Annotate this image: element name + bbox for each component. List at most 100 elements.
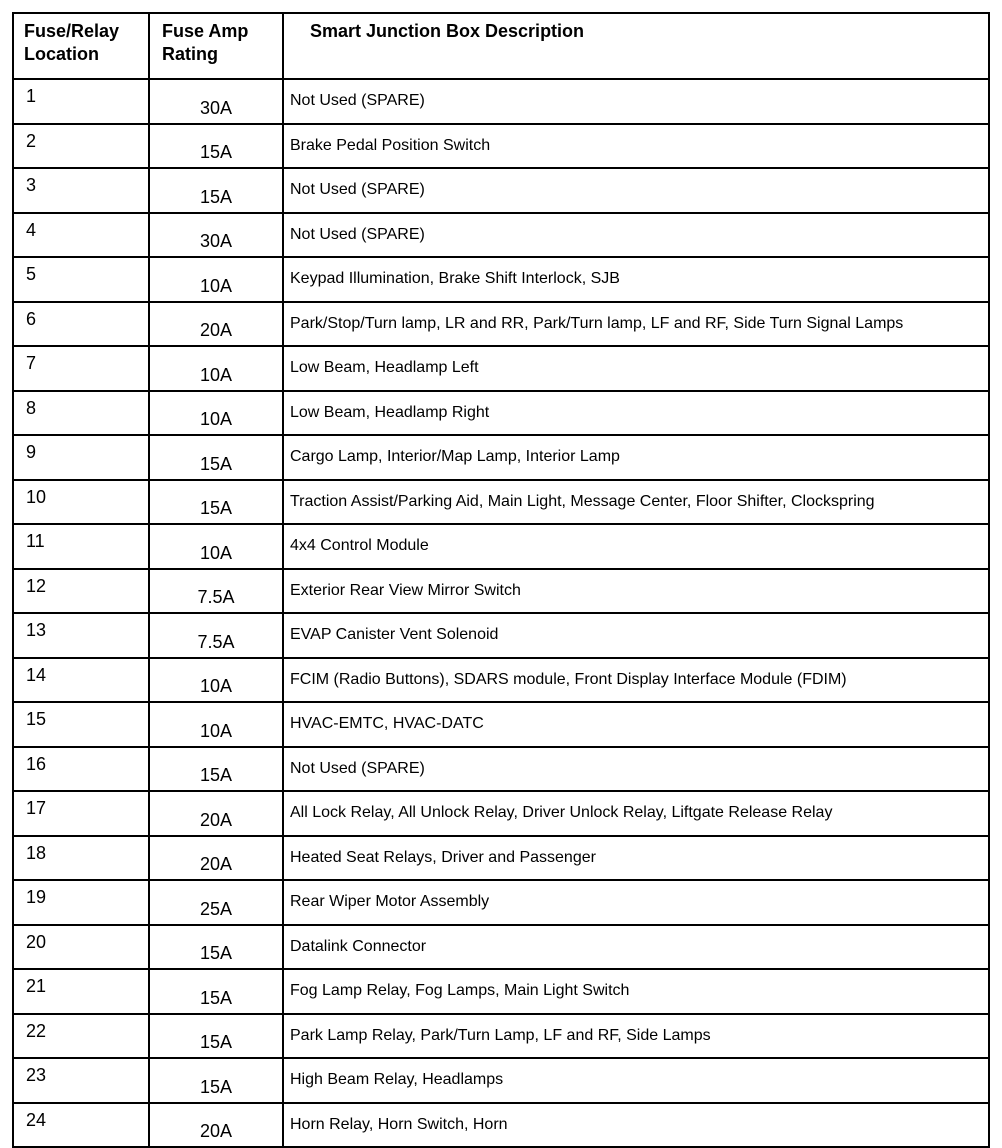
amp-cell: 15A — [148, 923, 284, 970]
location-cell: 21 — [12, 968, 150, 1015]
fuse-table: Fuse/Relay Location Fuse Amp Rating Smar… — [12, 12, 990, 1148]
description-cell: Fog Lamp Relay, Fog Lamps, Main Light Sw… — [282, 968, 990, 1015]
description-cell: Exterior Rear View Mirror Switch — [282, 567, 990, 614]
description-cell: Low Beam, Headlamp Right — [282, 389, 990, 436]
table-row: 11 10A 4x4 Control Module — [12, 523, 990, 570]
table-row: 15 10A HVAC-EMTC, HVAC-DATC — [12, 701, 990, 748]
location-cell: 3 — [12, 167, 150, 214]
location-cell: 9 — [12, 434, 150, 481]
table-row: 7 10A Low Beam, Headlamp Left — [12, 345, 990, 392]
table-row: 2 15A Brake Pedal Position Switch — [12, 122, 990, 169]
table-row: 13 7.5A EVAP Canister Vent Solenoid — [12, 612, 990, 659]
description-cell: All Lock Relay, All Unlock Relay, Driver… — [282, 790, 990, 837]
description-cell: Keypad Illumination, Brake Shift Interlo… — [282, 256, 990, 303]
table-row: 9 15A Cargo Lamp, Interior/Map Lamp, Inter… — [12, 434, 990, 481]
amp-cell: 15A — [148, 745, 284, 792]
location-cell: 11 — [12, 523, 150, 570]
location-cell: 22 — [12, 1012, 150, 1059]
description-cell: 4x4 Control Module — [282, 523, 990, 570]
description-cell: Rear Wiper Motor Assembly — [282, 879, 990, 926]
location-cell: 14 — [12, 656, 150, 703]
description-cell: Not Used (SPARE) — [282, 211, 990, 258]
amp-cell: 15A — [148, 478, 284, 525]
amp-cell: 10A — [148, 656, 284, 703]
amp-cell: 30A — [148, 78, 284, 125]
location-cell: 5 — [12, 256, 150, 303]
location-cell: 6 — [12, 300, 150, 347]
amp-cell: 15A — [148, 434, 284, 481]
header-row: Fuse/Relay Location Fuse Amp Rating Smar… — [12, 12, 990, 80]
table-row: 21 15A Fog Lamp Relay, Fog Lamps, Main Lig… — [12, 968, 990, 1015]
location-cell: 20 — [12, 923, 150, 970]
amp-cell: 20A — [148, 790, 284, 837]
location-cell: 10 — [12, 478, 150, 525]
table-row: 10 15A Traction Assist/Parking Aid, Main L… — [12, 478, 990, 525]
page: {"table": { "headers": ["Fuse/Relay Loca… — [12, 12, 990, 1148]
location-cell: 24 — [12, 1101, 150, 1148]
location-cell: 18 — [12, 834, 150, 881]
location-cell: 13 — [12, 612, 150, 659]
amp-cell: 15A — [148, 167, 284, 214]
table-row: 19 25A Rear Wiper Motor Assembly — [12, 879, 990, 926]
description-cell: Brake Pedal Position Switch — [282, 122, 990, 169]
table-row: 5 10A Keypad Illumination, Brake Shift Int… — [12, 256, 990, 303]
amp-cell: 15A — [148, 1012, 284, 1059]
description-cell: Horn Relay, Horn Switch, Horn — [282, 1101, 990, 1148]
location-cell: 7 — [12, 345, 150, 392]
location-cell: 1 — [12, 78, 150, 125]
description-cell: Low Beam, Headlamp Left — [282, 345, 990, 392]
amp-cell: 10A — [148, 389, 284, 436]
location-cell: 12 — [12, 567, 150, 614]
location-cell: 2 — [12, 122, 150, 169]
location-cell: 17 — [12, 790, 150, 837]
amp-cell: 10A — [148, 523, 284, 570]
location-cell: 16 — [12, 745, 150, 792]
table-row: 20 15A Datalink Connector — [12, 923, 990, 970]
table-row: 6 20A Park/Stop/Turn lamp, LR and RR, Park… — [12, 300, 990, 347]
location-cell: 19 — [12, 879, 150, 926]
description-cell: Heated Seat Relays, Driver and Passenger — [282, 834, 990, 881]
amp-cell: 20A — [148, 300, 284, 347]
table-row: 4 30A Not Used (SPARE) — [12, 211, 990, 258]
amp-cell: 15A — [148, 1057, 284, 1104]
amp-cell: 10A — [148, 256, 284, 303]
amp-cell: 20A — [148, 834, 284, 881]
header-cell: Smart Junction Box Description — [282, 12, 990, 80]
amp-cell: 15A — [148, 122, 284, 169]
table-row: 17 20A All Lock Relay, All Unlock Relay, D… — [12, 790, 990, 837]
table-row: 24 20A Horn Relay, Horn Switch, Horn — [12, 1101, 990, 1148]
description-cell: HVAC-EMTC, HVAC-DATC — [282, 701, 990, 748]
table-row: 1 30A Not Used (SPARE) — [12, 78, 990, 125]
description-cell: Park/Stop/Turn lamp, LR and RR, Park/Tur… — [282, 300, 990, 347]
table-row: 16 15A Not Used (SPARE) — [12, 745, 990, 792]
table-row: 23 15A High Beam Relay, Headlamps — [12, 1057, 990, 1104]
table-row: 18 20A Heated Seat Relays, Driver and Pass… — [12, 834, 990, 881]
description-cell: Datalink Connector — [282, 923, 990, 970]
description-cell: High Beam Relay, Headlamps — [282, 1057, 990, 1104]
location-cell: 8 — [12, 389, 150, 436]
amp-cell: 10A — [148, 345, 284, 392]
amp-cell: 20A — [148, 1101, 284, 1148]
amp-cell: 7.5A — [148, 567, 284, 614]
header-cell: Fuse/Relay Location — [12, 12, 150, 80]
header-cell: Fuse Amp Rating — [148, 12, 284, 80]
description-cell: EVAP Canister Vent Solenoid — [282, 612, 990, 659]
description-cell: Not Used (SPARE) — [282, 167, 990, 214]
table-row: 12 7.5A Exterior Rear View Mirror Switch — [12, 567, 990, 614]
location-cell: 15 — [12, 701, 150, 748]
description-cell: Not Used (SPARE) — [282, 745, 990, 792]
description-cell: Park Lamp Relay, Park/Turn Lamp, LF and … — [282, 1012, 990, 1059]
table-row: 8 10A Low Beam, Headlamp Right — [12, 389, 990, 436]
description-cell: Not Used (SPARE) — [282, 78, 990, 125]
description-cell: FCIM (Radio Buttons), SDARS module, Fron… — [282, 656, 990, 703]
description-cell: Traction Assist/Parking Aid, Main Light,… — [282, 478, 990, 525]
location-cell: 4 — [12, 211, 150, 258]
amp-cell: 7.5A — [148, 612, 284, 659]
amp-cell: 30A — [148, 211, 284, 258]
table-row: 14 10A FCIM (Radio Buttons), SDARS module,… — [12, 656, 990, 703]
amp-cell: 25A — [148, 879, 284, 926]
table-row: 3 15A Not Used (SPARE) — [12, 167, 990, 214]
description-cell: Cargo Lamp, Interior/Map Lamp, Interior … — [282, 434, 990, 481]
amp-cell: 10A — [148, 701, 284, 748]
amp-cell: 15A — [148, 968, 284, 1015]
